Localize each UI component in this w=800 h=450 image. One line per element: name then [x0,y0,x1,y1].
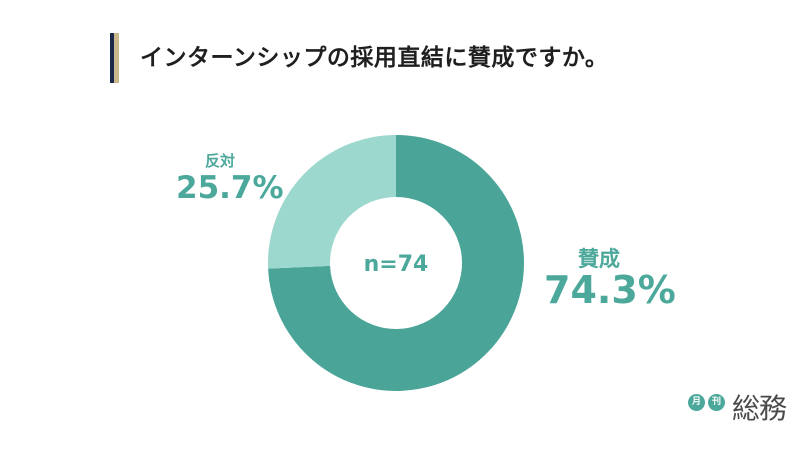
label-category-agree: 賛成 [578,247,620,271]
slice-agree [268,135,524,391]
label-value-oppose: 25.7% [176,170,284,206]
chart-title: インターンシップの採用直結に賛成ですか。 [140,45,609,71]
center-label: n=74 [364,252,429,277]
logo-name: 総務 [732,392,787,425]
title-accent-bar [110,33,119,83]
logo-mark-2: 刊 [708,394,725,411]
label-value-agree: 74.3% [544,268,676,312]
publisher-logo: 月 刊 総務 [688,387,788,427]
slice-oppose [268,135,396,269]
label-category-oppose: 反対 [205,152,236,170]
logo-mark-1: 月 [688,394,705,411]
